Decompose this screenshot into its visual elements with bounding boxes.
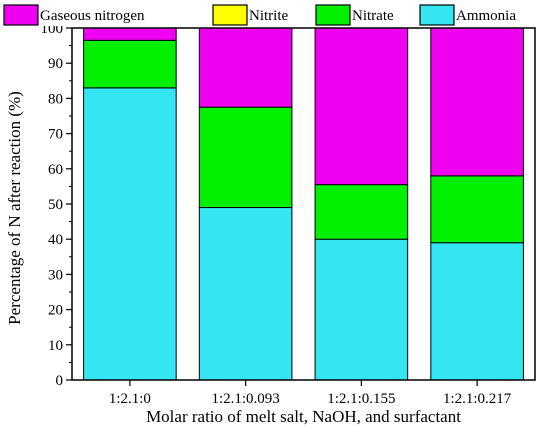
y-tick-label: 60 [48,162,63,178]
y-tick-label: 90 [48,56,63,72]
x-tick-label: 1:2.1:0.217 [443,391,512,407]
legend-swatch-gaseous-nitrogen [3,4,39,26]
legend-label-ammonia: Ammonia [456,8,516,24]
bar-segment-ammonia [430,242,524,381]
bar-segment-gaseous-nitrogen [83,27,177,41]
legend-label-nitrite: Nitrite [249,8,288,24]
bar-segment-gaseous-nitrogen [430,27,524,177]
y-tick-label: 20 [48,303,63,319]
bar-segment-gaseous-nitrogen [198,27,293,108]
x-tick-label: 1:2.1:0.155 [327,391,395,407]
legend-label-nitrate: Nitrate [352,8,394,24]
y-tick-label: 0 [56,373,64,389]
y-tick-label: 50 [48,197,63,213]
x-tick-label: 1:2.1:0 [109,391,151,407]
y-tick-label: 30 [48,267,63,283]
x-axis-title: Molar ratio of melt salt, NaOH, and surf… [146,407,461,426]
x-tick-label: 1:2.1:0.093 [211,391,279,407]
y-tick-label: 80 [48,91,63,107]
bar-segment-ammonia [314,238,409,381]
bar-segment-gaseous-nitrogen [314,27,409,186]
y-tick-label: 10 [48,338,63,354]
bar-segment-nitrate [83,39,177,89]
legend-swatch-ammonia [419,4,455,26]
legend: Gaseous nitrogen Nitrite Nitrate Ammonia [2,4,539,26]
bar-segment-ammonia [198,207,293,381]
bar-segment-nitrate [430,175,524,244]
legend-label-gaseous-nitrogen: Gaseous nitrogen [40,8,145,24]
y-tick-label: 40 [48,232,63,248]
bar-segment-nitrate [314,184,409,240]
legend-swatch-nitrate [315,4,351,26]
bar-segment-ammonia [83,87,177,381]
y-axis-title: Percentage of N after reaction (%) [5,91,24,325]
bar-segment-nitrate [198,106,293,209]
y-tick-label: 70 [48,127,63,143]
legend-swatch-nitrite [212,4,248,26]
bars-layer [83,27,524,381]
legend-background [2,4,539,26]
